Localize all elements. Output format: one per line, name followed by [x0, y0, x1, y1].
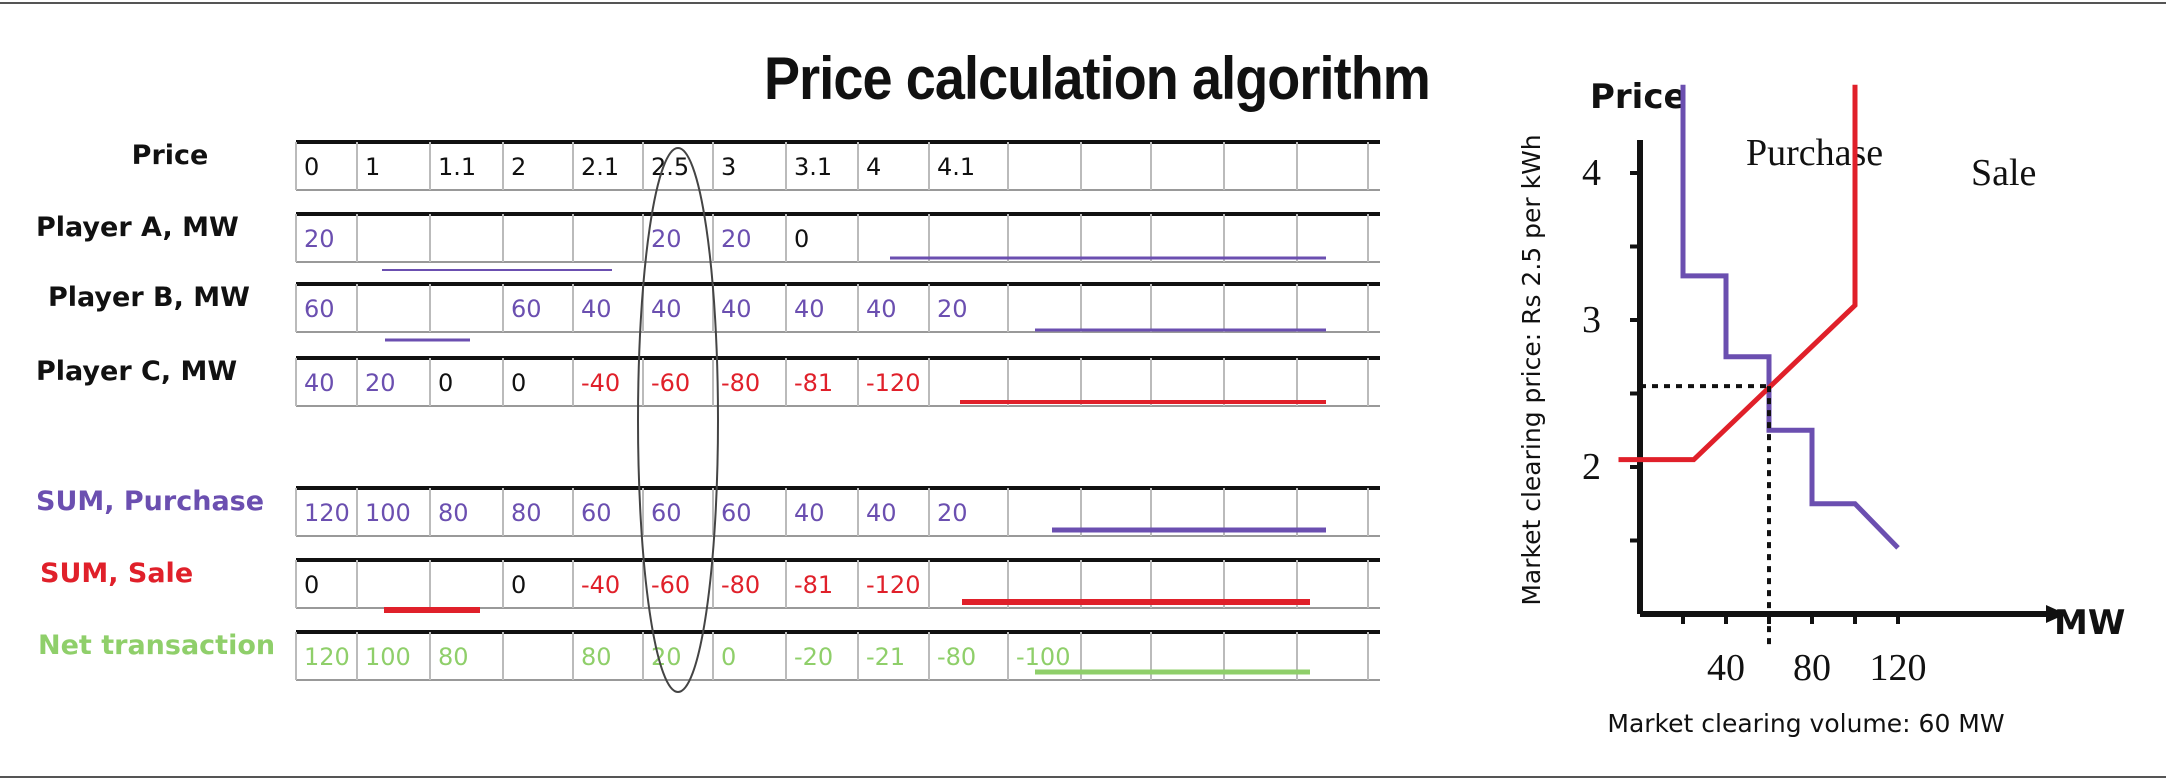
table-cell: -20 [794, 643, 833, 671]
table-cell: 20 [937, 499, 968, 527]
x-tick-label: 80 [1793, 647, 1831, 689]
table-cell: 40 [866, 295, 897, 323]
table-cell: 2.1 [581, 153, 619, 181]
table-cell: 40 [651, 295, 682, 323]
y-tick-label: 4 [1582, 152, 1601, 194]
row-label: Price [132, 140, 209, 171]
table-cell: 80 [438, 643, 469, 671]
table-cell: 0 [438, 369, 453, 397]
table-cell: 100 [365, 643, 411, 671]
table-cell: 4.1 [937, 153, 975, 181]
table-cell: 120 [304, 643, 350, 671]
table-cell: 2.5 [651, 153, 689, 181]
table-cell: 60 [721, 499, 752, 527]
price-table: Price 0 1 1.1 2 2.1 2.5 3 3.1 4 4.1 Player A, MW 20 2… [36, 140, 1380, 693]
table-cell: 80 [511, 499, 542, 527]
table-cell: 0 [721, 643, 736, 671]
table-cell: 40 [794, 295, 825, 323]
table-cell: 120 [304, 499, 350, 527]
table-cell: -21 [866, 643, 905, 671]
table-cell: -40 [581, 369, 620, 397]
table-cell: -80 [721, 571, 760, 599]
table-cell: 100 [365, 499, 411, 527]
table-cell: -80 [937, 643, 976, 671]
table-cell: 0 [511, 571, 526, 599]
table-cell: -40 [581, 571, 620, 599]
row-label: Player A, MW [36, 212, 239, 243]
table-cell: 20 [651, 225, 682, 253]
row-label: SUM, Purchase [36, 486, 264, 517]
table-cell: 2 [511, 153, 526, 181]
top-border [0, 2, 2166, 4]
table-cell: 80 [581, 643, 612, 671]
x-axis-arrowhead [2046, 605, 2066, 623]
table-cell: -81 [794, 369, 833, 397]
table-cell: 60 [304, 295, 335, 323]
table-cell: 0 [304, 571, 319, 599]
table-cell: 0 [304, 153, 319, 181]
row-label: Player C, MW [36, 356, 237, 387]
table-cell: 3 [721, 153, 736, 181]
table-cell: 20 [365, 369, 396, 397]
table-cell: 40 [866, 499, 897, 527]
x-axis-title: Market clearing volume: 60 MW [1607, 709, 2004, 738]
row-label: Player B, MW [48, 282, 250, 313]
table-cell: 0 [794, 225, 809, 253]
bottom-border [0, 776, 2166, 778]
y-tick-label: 2 [1582, 446, 1601, 488]
table-cell: 20 [304, 225, 335, 253]
table-cell: 40 [304, 369, 335, 397]
table-cell: 4 [866, 153, 881, 181]
clearing-chart: 2 3 4 40 80 120 Price MW Market clearing price: … [1517, 77, 2125, 738]
y-axis-title: Market clearing price: Rs 2.5 per kWh [1517, 134, 1546, 605]
x-tick-label: 40 [1707, 647, 1745, 689]
series-line-sale [1618, 84, 1858, 463]
table-cell: -60 [651, 571, 690, 599]
x-tick-label: 120 [1870, 647, 1927, 689]
y-tick-label: 3 [1582, 299, 1601, 341]
table-cell: -120 [866, 571, 920, 599]
table-cell: 80 [438, 499, 469, 527]
table-cell: 1 [365, 153, 380, 181]
table-cell: 1.1 [438, 153, 476, 181]
series-label-sale: Sale [1971, 152, 2036, 194]
table-cell: 40 [721, 295, 752, 323]
table-cell: 20 [721, 225, 752, 253]
table-cell: 60 [511, 295, 542, 323]
table-cell: -60 [651, 369, 690, 397]
mw-axis-label: MW [2054, 603, 2125, 643]
table-cell: -120 [866, 369, 920, 397]
series-label-purchase: Purchase [1746, 132, 1883, 174]
table-cell: 3.1 [794, 153, 832, 181]
clearing-column-ellipse [637, 147, 719, 693]
table-cell: -100 [1016, 643, 1070, 671]
table-cell: 60 [651, 499, 682, 527]
table-cell: 0 [511, 369, 526, 397]
price-axis-label: Price [1590, 77, 1687, 117]
table-cell: 40 [581, 295, 612, 323]
series-line-purchase [1680, 84, 1900, 550]
row-label: SUM, Sale [40, 558, 193, 589]
table-cell: 40 [794, 499, 825, 527]
table-cell: 60 [581, 499, 612, 527]
page-title: Price calculation algorithm [764, 45, 1431, 112]
table-cell: 20 [937, 295, 968, 323]
row-label: Net transaction [38, 630, 275, 661]
table-cell: -80 [721, 369, 760, 397]
table-cell: -81 [794, 571, 833, 599]
